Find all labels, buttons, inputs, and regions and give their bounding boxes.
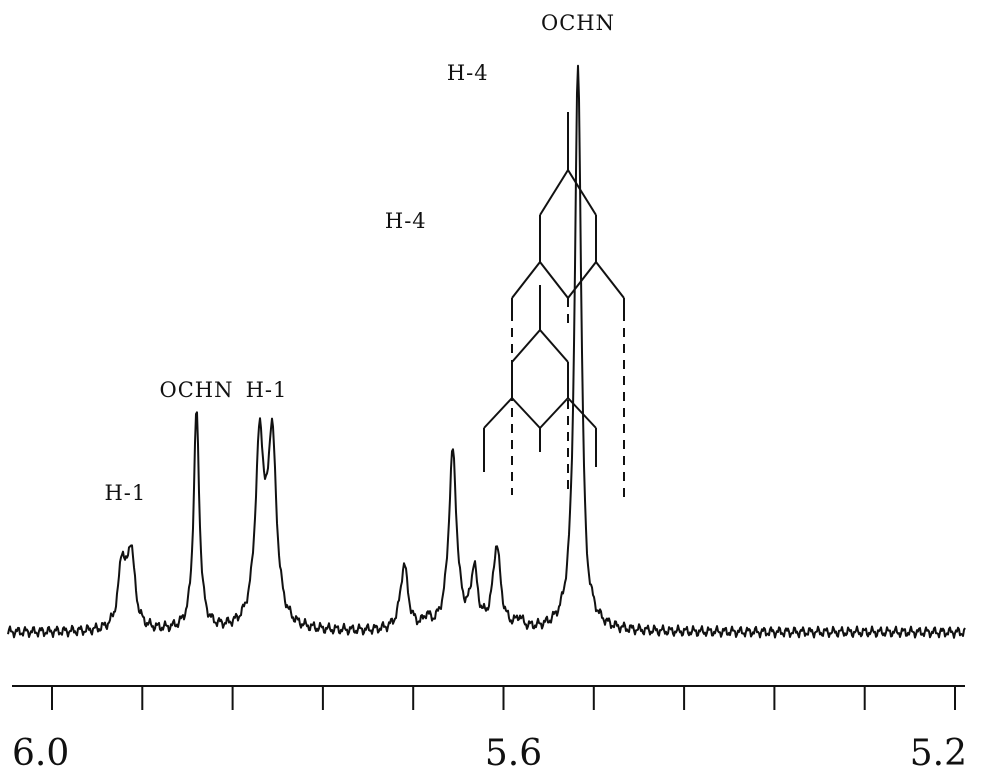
peak-annotation: OCHN [541, 11, 615, 35]
peak-annotation: OCHN [159, 378, 233, 402]
peak-labels: H-1 OCHN H-1 H-4 H-4 OCHN [104, 11, 615, 505]
spectrum-trace [7, 64, 966, 639]
tree-branch [539, 169, 569, 216]
tree-branch [483, 397, 513, 429]
peak-annotation: H-1 [246, 378, 288, 402]
tree-branch [511, 329, 541, 363]
x-tick-label: 5.6 [485, 733, 542, 774]
x-tick-label: 5.2 [910, 733, 967, 774]
tree-branch [539, 397, 569, 429]
tree-branch [595, 261, 625, 299]
peak-annotation: H-4 [447, 61, 489, 85]
tree-branch [511, 261, 541, 299]
tree-branch [511, 397, 541, 429]
x-tick-label: 6.0 [12, 733, 69, 774]
x-axis: 6.0 5.6 5.2 [12, 685, 967, 774]
splitting-tree-diagram [483, 112, 625, 497]
peak-annotation: H-4 [385, 209, 427, 233]
peak-annotation: H-1 [104, 481, 146, 505]
tree-branch [539, 329, 569, 363]
tree-branch [567, 169, 597, 216]
tree-branch [539, 261, 569, 299]
